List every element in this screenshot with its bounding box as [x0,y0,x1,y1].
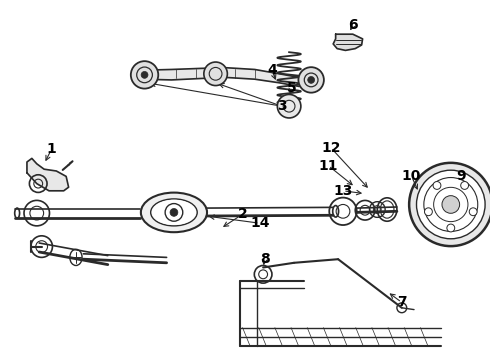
Ellipse shape [152,200,196,225]
Text: 12: 12 [321,141,341,154]
Text: 9: 9 [456,170,466,183]
Circle shape [277,94,301,118]
Text: 14: 14 [250,216,270,230]
Circle shape [433,181,441,189]
Polygon shape [27,158,69,191]
Circle shape [308,76,315,84]
Circle shape [204,62,227,86]
Circle shape [409,163,490,246]
Text: 1: 1 [47,143,56,156]
Polygon shape [333,34,363,50]
Text: 13: 13 [333,184,353,198]
Circle shape [447,224,455,232]
Text: 6: 6 [348,18,358,32]
Text: 5: 5 [287,81,296,95]
Polygon shape [142,68,314,86]
Text: 8: 8 [260,252,270,266]
Circle shape [141,71,148,78]
Circle shape [461,181,468,189]
Text: 4: 4 [267,63,277,77]
Circle shape [416,170,485,239]
Text: 7: 7 [397,296,407,309]
Circle shape [170,208,178,216]
Text: 10: 10 [402,170,421,183]
Circle shape [442,196,460,213]
Circle shape [469,208,477,216]
Text: 11: 11 [318,159,338,172]
Circle shape [424,208,432,216]
Text: 2: 2 [238,207,247,221]
Ellipse shape [141,193,207,232]
Circle shape [298,67,324,93]
Text: 3: 3 [277,99,287,113]
Circle shape [131,61,158,89]
